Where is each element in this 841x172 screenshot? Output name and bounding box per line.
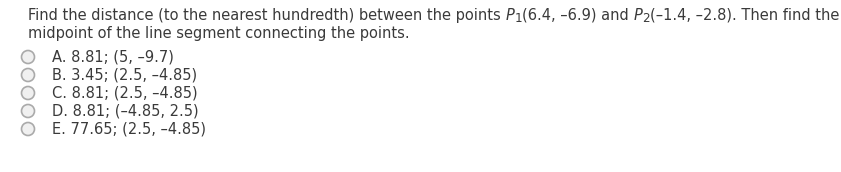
Text: 2: 2 [643,12,650,25]
Text: (6.4, –6.9) and: (6.4, –6.9) and [522,8,633,23]
Circle shape [22,68,34,82]
Circle shape [22,105,34,117]
Circle shape [22,122,34,136]
Text: P: P [505,8,514,23]
Circle shape [22,51,34,63]
Text: 1: 1 [514,12,522,25]
Text: P: P [633,8,643,23]
Text: Find the distance (to the nearest hundredth) between the points: Find the distance (to the nearest hundre… [28,8,505,23]
Circle shape [22,87,34,99]
Text: midpoint of the line segment connecting the points.: midpoint of the line segment connecting … [28,26,410,41]
Text: E. 77.65; (2.5, –4.85): E. 77.65; (2.5, –4.85) [52,121,206,137]
Text: (–1.4, –2.8). Then find the coordinates of the: (–1.4, –2.8). Then find the coordinates … [650,8,841,23]
Text: A. 8.81; (5, –9.7): A. 8.81; (5, –9.7) [52,50,174,64]
Text: D. 8.81; (–4.85, 2.5): D. 8.81; (–4.85, 2.5) [52,104,198,119]
Text: C. 8.81; (2.5, –4.85): C. 8.81; (2.5, –4.85) [52,85,198,100]
Text: B. 3.45; (2.5, –4.85): B. 3.45; (2.5, –4.85) [52,67,197,83]
